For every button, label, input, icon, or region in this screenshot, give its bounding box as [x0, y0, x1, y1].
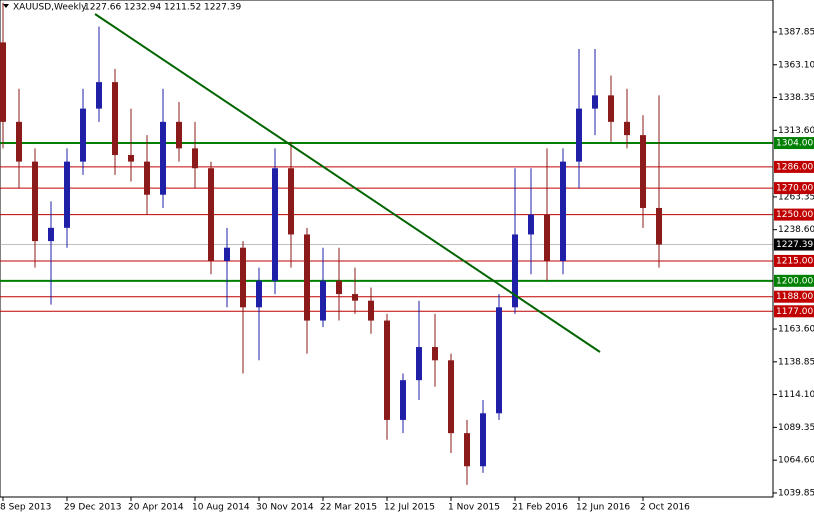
candle-body [304, 234, 310, 321]
y-tick-label: 1039.85 [778, 488, 814, 498]
low-value: 1211.52 [164, 3, 201, 13]
y-tick-label: 1313.60 [778, 126, 814, 136]
candle-body [608, 95, 614, 122]
x-tick-label: 12 Jul 2015 [384, 503, 435, 513]
level-label: 1304.00 [776, 139, 813, 149]
candle-body [16, 121, 22, 162]
candle-body [560, 161, 566, 261]
x-tick-label: 2 Oct 2016 [640, 503, 690, 513]
candle-body [384, 320, 390, 420]
level-label: 1270.00 [776, 184, 813, 194]
last-price-label: 1227.39 [776, 240, 813, 250]
level-label-box [774, 160, 814, 173]
candle-body [624, 121, 630, 136]
candle-body [528, 214, 534, 235]
candle-body [432, 347, 438, 361]
candle-body [176, 121, 182, 149]
level-label: 1188.00 [776, 292, 813, 302]
candle-body [544, 214, 550, 261]
x-tick-label: 20 Apr 2014 [128, 503, 184, 513]
candle-body [592, 95, 598, 109]
candle-body [0, 42, 6, 122]
chart-title: XAUUSD,Weekly [13, 3, 87, 13]
candle-body [352, 294, 358, 301]
candle-body [96, 82, 102, 109]
menu-arrow [3, 4, 9, 8]
high-value: 1232.94 [124, 3, 161, 13]
candle-body [208, 168, 214, 261]
y-tick-label: 1387.85 [778, 27, 814, 37]
x-tick-label: 8 Sep 2013 [0, 503, 51, 513]
level-label: 1286.00 [776, 162, 813, 172]
y-tick-label: 1263.35 [778, 192, 814, 202]
candle-body [448, 360, 454, 434]
x-tick-label: 1 Nov 2015 [448, 503, 500, 513]
x-tick-label: 30 Nov 2014 [256, 503, 314, 513]
level-label-box [774, 137, 814, 150]
candle-body [288, 168, 294, 235]
candle-body [400, 380, 406, 420]
candle-body [224, 247, 230, 261]
y-tick-label: 1064.60 [778, 456, 814, 466]
y-tick-label: 1338.35 [778, 93, 814, 103]
x-tick-label: 22 Mar 2015 [320, 503, 377, 513]
y-tick-label: 1089.35 [778, 423, 814, 433]
level-label-box [774, 274, 814, 287]
candle-body [272, 168, 278, 281]
candle-body [48, 227, 54, 242]
level-label-box [774, 254, 814, 267]
y-tick-label: 1163.60 [778, 325, 814, 335]
last-price-box [774, 238, 814, 251]
candle-body [656, 207, 662, 245]
open-value: 1227.66 [84, 3, 121, 13]
x-tick-label: 29 Dec 2013 [64, 503, 122, 513]
candle-body [336, 280, 342, 295]
candle-body [192, 148, 198, 169]
candle-body [416, 347, 422, 381]
y-tick-label: 1363.10 [778, 60, 814, 70]
close-value: 1227.39 [204, 3, 241, 13]
candle-body [256, 280, 262, 308]
candle-body [640, 135, 646, 208]
candle-body [160, 121, 166, 195]
candle-body [128, 154, 134, 162]
candle-body [320, 280, 326, 321]
candle-body [368, 300, 374, 321]
candle-body [240, 247, 246, 308]
candle-body [480, 413, 486, 467]
x-tick-label: 12 Jun 2016 [576, 503, 630, 513]
level-label: 1177.00 [776, 307, 813, 317]
trendline [94, 13, 601, 353]
level-label-box [774, 182, 814, 195]
level-label-box [774, 305, 814, 318]
level-label-box [774, 208, 814, 221]
y-tick-label: 1138.85 [778, 357, 814, 367]
candle-body [512, 234, 518, 308]
x-tick-label: 10 Aug 2014 [192, 503, 250, 513]
candle-body [80, 108, 86, 162]
candle-body [64, 161, 70, 228]
level-label-box [774, 290, 814, 303]
level-label: 1200.00 [776, 276, 813, 286]
candle-body [464, 433, 470, 467]
candle-body [112, 82, 118, 155]
y-tick-label: 1114.10 [778, 390, 814, 400]
level-label: 1250.00 [776, 210, 813, 220]
y-tick-label: 1238.60 [778, 225, 814, 235]
candle-body [144, 161, 150, 195]
x-tick-label: 21 Feb 2016 [512, 503, 568, 513]
level-label: 1215.00 [776, 256, 813, 266]
candle-body [496, 307, 502, 414]
candle-body [576, 108, 582, 162]
candle-body [32, 161, 38, 242]
candles [0, 2, 662, 485]
